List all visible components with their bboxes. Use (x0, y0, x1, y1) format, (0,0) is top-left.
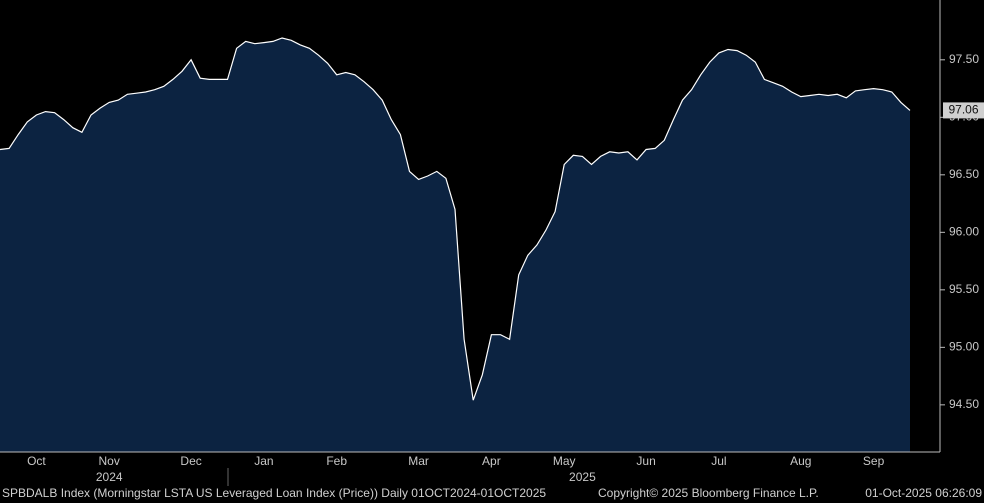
x-tick-label: Oct (27, 454, 46, 468)
x-tick-label: Nov (99, 454, 120, 468)
year-label: 2025 (569, 470, 596, 484)
x-tick-label: Feb (326, 454, 347, 468)
y-tick-label: 94.50 (949, 397, 979, 411)
x-tick-label: May (553, 454, 576, 468)
x-tick-label: Jun (636, 454, 655, 468)
last-value-label: 97.06 (948, 103, 978, 117)
year-label: 2024 (96, 470, 123, 484)
line (0, 37, 911, 401)
x-tick-label: Jul (711, 454, 726, 468)
last-value-box (943, 102, 984, 119)
x-tick-label: Aug (790, 454, 811, 468)
y-tick-label: 97.50 (949, 52, 979, 66)
x-tick-label: Mar (408, 454, 429, 468)
footer: SPBDALB Index (Morningstar LSTA US Lever… (2, 486, 546, 500)
timestamp: 01-Oct-2025 06:26:09 (865, 486, 982, 500)
area (0, 38, 910, 452)
x-tick-label: Sep (863, 454, 885, 468)
x-tick-label: Dec (180, 454, 201, 468)
copyright: Copyright© 2025 Bloomberg Finance L.P. (598, 486, 819, 500)
y-tick-label: 95.00 (949, 340, 979, 354)
x-tick-label: Jan (254, 454, 273, 468)
y-tick-label: 95.50 (949, 282, 979, 296)
x-tick-label: Apr (482, 454, 501, 468)
y-tick-label: 96.00 (949, 224, 979, 238)
y-tick-label: 96.50 (949, 167, 979, 181)
